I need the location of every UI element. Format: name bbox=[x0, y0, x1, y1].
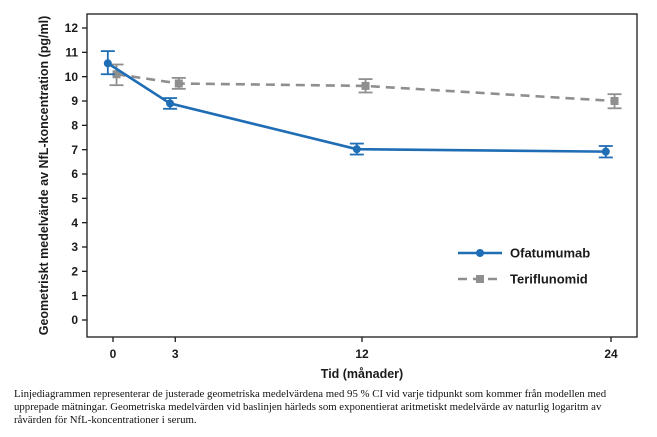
y-tick-label: 1 bbox=[71, 289, 78, 303]
figure-footnote: Linjediagrammen representerar de justera… bbox=[14, 388, 606, 427]
footnote-line-2: upprepade mätningar. Geometriska medelvä… bbox=[14, 401, 602, 413]
data-point-marker bbox=[352, 145, 361, 154]
y-tick-label: 6 bbox=[71, 167, 78, 181]
legend-item-ofatumumab: Ofatumumab bbox=[458, 246, 590, 261]
x-tick-label: 0 bbox=[110, 347, 117, 361]
x-axis: 0 3 12 24 bbox=[110, 337, 618, 361]
legend-marker bbox=[476, 275, 484, 283]
y-tick-label: 3 bbox=[71, 240, 78, 254]
footnote-line-3: råvärden för NfL-koncentrationer i serum… bbox=[14, 414, 197, 426]
data-point-marker bbox=[610, 97, 619, 106]
data-point-marker bbox=[112, 70, 121, 79]
data-point-marker bbox=[166, 99, 175, 108]
y-tick-label: 5 bbox=[71, 192, 78, 206]
y-tick-label: 9 bbox=[71, 94, 78, 108]
series-ofatumumab bbox=[100, 50, 613, 159]
legend-label: Teriflunomid bbox=[510, 272, 588, 287]
legend-marker bbox=[476, 249, 484, 257]
legend-item-teriflunomid: Teriflunomid bbox=[458, 272, 588, 287]
legend: Ofatumumab Teriflunomid bbox=[458, 246, 590, 287]
y-tick-label: 4 bbox=[71, 216, 78, 230]
y-tick-label: 0 bbox=[71, 313, 78, 327]
y-tick-label: 2 bbox=[71, 265, 78, 279]
data-point-marker bbox=[103, 59, 112, 68]
series-teriflunomid bbox=[109, 63, 622, 110]
x-tick-label: 24 bbox=[604, 347, 618, 361]
y-tick-label: 10 bbox=[65, 70, 79, 84]
plot-frame bbox=[86, 13, 638, 338]
data-point-marker bbox=[174, 79, 183, 88]
series-line bbox=[116, 72, 615, 103]
footnote-line-1: Linjediagrammen representerar de justera… bbox=[14, 388, 607, 400]
x-tick-label: 3 bbox=[172, 347, 179, 361]
legend-label: Ofatumumab bbox=[510, 246, 590, 261]
y-tick-label: 8 bbox=[71, 119, 78, 133]
y-tick-label: 12 bbox=[65, 21, 79, 35]
data-point-marker bbox=[361, 81, 370, 90]
x-axis-title: Tid (månader) bbox=[321, 367, 403, 381]
y-tick-label: 7 bbox=[71, 143, 78, 157]
y-tick-label: 11 bbox=[65, 46, 78, 60]
y-axis-title: Geometriskt medelvärde av NfL-koncentrat… bbox=[37, 16, 51, 336]
series-line bbox=[107, 62, 606, 153]
data-point-marker bbox=[601, 147, 610, 156]
x-tick-label: 12 bbox=[355, 347, 369, 361]
